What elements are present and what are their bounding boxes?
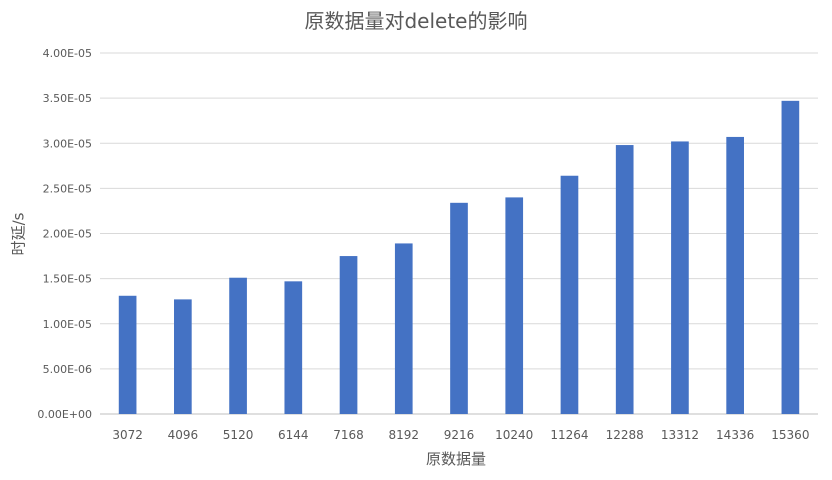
x-tick-label: 15360 bbox=[771, 428, 809, 442]
y-tick-label: 1.00E-05 bbox=[43, 318, 92, 331]
x-tick-label: 9216 bbox=[444, 428, 475, 442]
y-tick-label: 0.00E+00 bbox=[37, 408, 92, 421]
x-tick-label: 8192 bbox=[388, 428, 419, 442]
x-tick-label: 7168 bbox=[333, 428, 364, 442]
y-tick-label: 1.50E-05 bbox=[43, 273, 92, 286]
bar-3072 bbox=[118, 295, 137, 414]
bar-11264 bbox=[560, 175, 579, 414]
x-tick-label: 14336 bbox=[716, 428, 754, 442]
x-tick-label: 11264 bbox=[550, 428, 588, 442]
bar-15360 bbox=[781, 100, 800, 415]
bar-13312 bbox=[671, 141, 689, 414]
y-tick-label: 4.00E-05 bbox=[43, 47, 92, 60]
bar-4096 bbox=[174, 299, 192, 414]
bar-10240 bbox=[505, 197, 524, 414]
bar-8192 bbox=[394, 243, 413, 414]
y-tick-label: 2.50E-05 bbox=[43, 182, 92, 195]
x-tick-label: 6144 bbox=[278, 428, 309, 442]
bar-5120 bbox=[229, 277, 247, 414]
x-tick-label: 4096 bbox=[168, 428, 199, 442]
y-tick-label: 5.00E-06 bbox=[43, 363, 92, 376]
y-tick-label: 2.00E-05 bbox=[43, 228, 92, 241]
x-tick-label: 10240 bbox=[495, 428, 533, 442]
x-axis-label: 原数据量 bbox=[425, 450, 486, 468]
bar-7168 bbox=[339, 256, 358, 414]
bar-12288 bbox=[615, 145, 634, 414]
x-tick-label: 3072 bbox=[112, 428, 143, 442]
bar-14336 bbox=[726, 136, 744, 414]
x-tick-label: 5120 bbox=[223, 428, 254, 442]
x-tick-label: 12288 bbox=[606, 428, 644, 442]
x-tick-label: 13312 bbox=[661, 428, 699, 442]
y-tick-label: 3.50E-05 bbox=[43, 92, 92, 105]
bar-6144 bbox=[284, 281, 303, 414]
bar-9216 bbox=[450, 202, 468, 414]
y-tick-label: 3.00E-05 bbox=[43, 137, 92, 150]
chart-title: 原数据量对delete的影响 bbox=[304, 9, 528, 33]
